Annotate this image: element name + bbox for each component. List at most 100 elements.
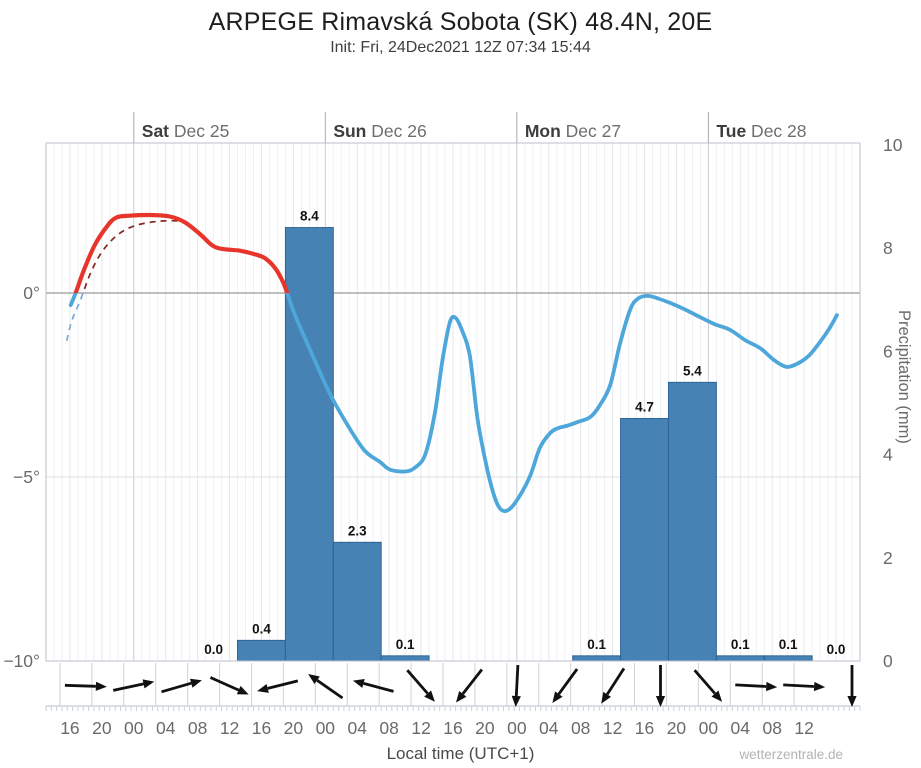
wind-arrow — [209, 676, 249, 695]
precip-bar-label: 0.1 — [731, 637, 750, 652]
precip-bar-label: 8.4 — [300, 209, 319, 224]
day-header-sun: Sun Dec 26 — [333, 121, 426, 141]
day-name: Sat — [142, 121, 169, 141]
x-tick-label: 16 — [60, 718, 79, 738]
wind-arrow — [64, 681, 107, 691]
precip-bar — [715, 655, 765, 662]
wind-arrow-shaft — [693, 669, 716, 695]
wind-arrow — [655, 665, 666, 707]
wind-arrow-head — [766, 681, 778, 692]
x-tick-label: 20 — [667, 718, 687, 738]
x-tick-label: 12 — [794, 718, 813, 738]
x-tick-label: 12 — [220, 718, 239, 738]
temperature-curve-below-zero — [68, 293, 839, 514]
day-date: Dec 26 — [366, 121, 426, 141]
day-date: Dec 25 — [169, 121, 229, 141]
wind-arrow-shaft — [606, 667, 626, 696]
wind-arrow-head — [352, 679, 365, 688]
wind-arrow-shaft — [161, 681, 192, 694]
wind-arrow-head — [813, 681, 826, 692]
x-tick-label: 08 — [379, 718, 398, 738]
wind-arrow-head — [190, 678, 202, 688]
precip-bar — [572, 655, 622, 662]
precip-bar — [237, 639, 286, 662]
x-tick-label: 16 — [252, 718, 271, 738]
precip-tick-label: 0 — [883, 651, 893, 671]
precip-bar — [380, 655, 430, 662]
wind-arrow-shaft — [406, 669, 429, 695]
x-tick-label: 00 — [699, 718, 719, 738]
precip-bar — [620, 417, 669, 662]
precip-bar-label: 0.0 — [827, 642, 846, 657]
wind-arrow-shaft — [461, 668, 484, 695]
watermark: wetterzentrale.de — [739, 747, 843, 762]
x-tick-label: 16 — [443, 718, 462, 738]
wind-arrow — [735, 681, 778, 692]
wind-arrow — [257, 679, 299, 693]
precip-axis-title: Precipitation (mm) — [895, 310, 913, 444]
x-tick-label: 08 — [188, 718, 207, 738]
wind-arrow-head — [142, 679, 155, 689]
wind-arrow-head — [655, 696, 666, 707]
precip-tick-label: 2 — [883, 548, 893, 568]
x-tick-label: 16 — [635, 718, 654, 738]
precip-bar-label: 0.1 — [396, 637, 415, 652]
wind-arrow — [601, 667, 626, 704]
precip-bar-label: 0.0 — [204, 642, 223, 657]
x-tick-label: 20 — [475, 718, 495, 738]
precip-bar-label: 0.4 — [252, 621, 271, 636]
precip-bar-label: 0.1 — [587, 637, 606, 652]
wind-arrow-head — [424, 690, 435, 702]
wind-arrow — [783, 681, 826, 692]
wind-arrow-head — [711, 690, 723, 702]
wind-arrow-shaft — [514, 664, 520, 697]
precip-tick-label: 8 — [883, 238, 893, 258]
x-tick-label: 08 — [762, 718, 781, 738]
wind-arrow-head — [236, 685, 249, 695]
wind-arrow-shaft — [316, 679, 344, 700]
precip-bar — [332, 541, 382, 662]
x-tick-label: 12 — [411, 718, 430, 738]
precip-bar-label: 5.4 — [683, 363, 702, 378]
prev-run-curve-above-zero — [82, 219, 186, 293]
precip-tick-label: 6 — [883, 341, 893, 361]
wind-arrow — [112, 679, 155, 692]
x-tick-label: 00 — [507, 718, 527, 738]
wind-arrow — [552, 668, 579, 703]
day-name: Sun — [333, 121, 366, 141]
wind-arrow-head — [511, 695, 521, 707]
wind-arrow — [693, 669, 723, 702]
wind-arrow-head — [456, 691, 467, 703]
x-tick-label: 20 — [92, 718, 112, 738]
wind-arrow-shaft — [209, 676, 240, 692]
precip-bar-label: 2.3 — [348, 523, 367, 538]
wind-arrow-shaft — [783, 683, 815, 688]
wind-arrow-head — [257, 684, 269, 693]
day-date: Dec 27 — [561, 121, 621, 141]
wind-arrow-shaft — [363, 682, 394, 693]
precip-bar — [284, 227, 334, 662]
day-header-tue: Tue Dec 28 — [716, 121, 806, 141]
wind-arrow — [352, 679, 394, 693]
wind-arrow — [847, 665, 857, 707]
precip-bar-label: 0.1 — [779, 637, 798, 652]
plot-border — [45, 142, 861, 662]
x-tick-label: 04 — [348, 718, 368, 738]
wind-arrow-head — [95, 681, 107, 691]
x-tick-label: 00 — [124, 718, 144, 738]
wind-arrow-head — [847, 696, 857, 707]
x-tick-label: 12 — [603, 718, 622, 738]
precip-tick-label: 4 — [883, 445, 893, 465]
chart-title: ARPEGE Rimavská Sobota (SK) 48.4N, 20E — [208, 8, 713, 36]
precip-bar — [667, 381, 717, 662]
wind-arrow — [308, 674, 344, 700]
x-tick-label: 04 — [156, 718, 176, 738]
temp-tick-label: −10° — [3, 651, 40, 671]
x-tick-label: 04 — [539, 718, 559, 738]
day-header-mon: Mon Dec 27 — [525, 121, 621, 141]
x-tick-label: 08 — [571, 718, 590, 738]
wind-arrow — [406, 669, 435, 702]
day-name: Tue — [716, 121, 746, 141]
chart-subtitle: Init: Fri, 24Dec2021 12Z 07:34 15:44 — [330, 39, 591, 56]
